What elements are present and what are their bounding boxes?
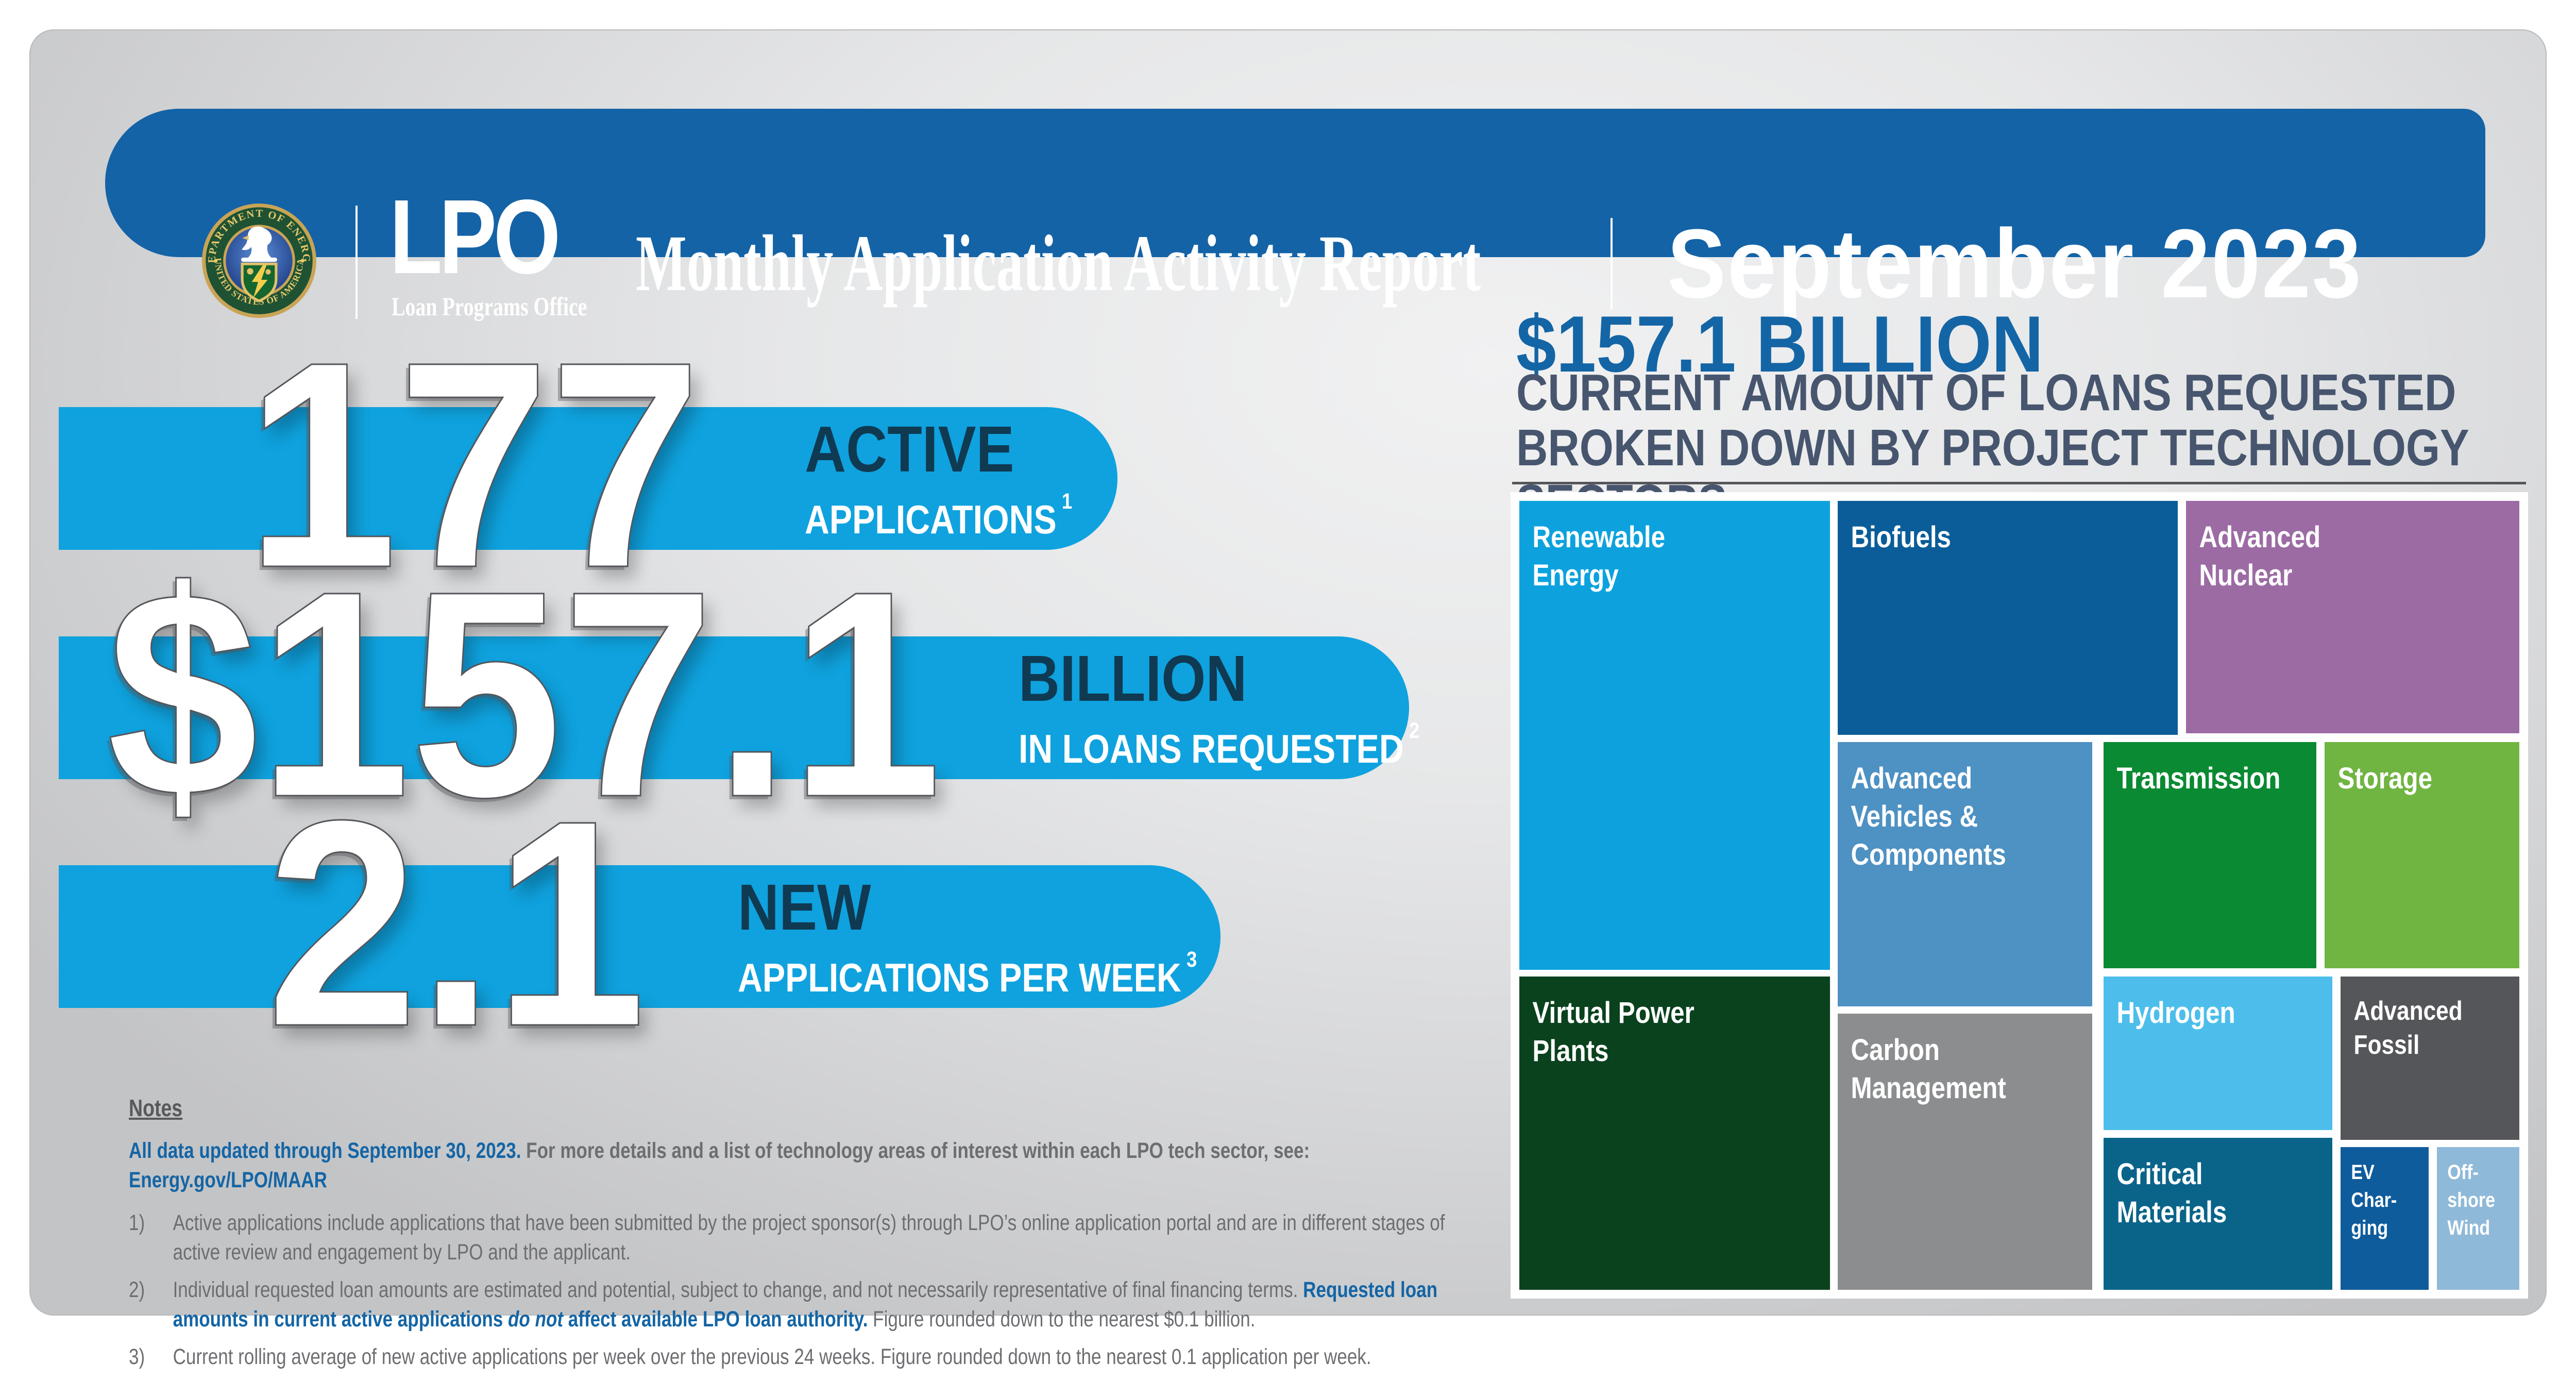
stat-labels-new-per-week: NEW APPLICATIONS PER WEEK 3: [738, 875, 1278, 1000]
treemap-cell-advanced-vehicles-components: Advanced Vehicles & Components: [1835, 739, 2095, 1009]
treemap-cell-label: Off- shore Wind: [2447, 1161, 2496, 1240]
note-text: Individual requested loan amounts are es…: [173, 1277, 1438, 1332]
treemap-cell-label: Advanced Vehicles & Components: [1851, 762, 2007, 872]
treemap-cell-offshore-wind: Off- shore Wind: [2434, 1145, 2522, 1292]
note-number: 3): [129, 1344, 145, 1369]
treemap-cell-ev-charging: EV Char- ging: [2337, 1145, 2432, 1292]
note-number: 1): [129, 1210, 145, 1235]
stat-labels-active-applications: ACTIVE APPLICATIONS 1: [805, 417, 1120, 542]
note-item-2: 2) Individual requested loan amounts are…: [129, 1275, 1489, 1334]
treemap-cell-biofuels: Biofuels: [1835, 498, 2180, 737]
treemap-cell-label: Biofuels: [1851, 520, 1952, 554]
breakdown-divider: [1512, 482, 2526, 484]
stat-label-secondary: APPLICATIONS 1: [805, 489, 1073, 542]
lpo-logo-subtitle: Loan Programs Office: [392, 293, 587, 322]
treemap-cell-virtual-power-plants: Virtual Power Plants: [1517, 974, 1833, 1292]
notes-intro: All data updated through September 30, 2…: [129, 1136, 1489, 1195]
treemap-cell-label: EV Char- ging: [2351, 1161, 2397, 1240]
notes-intro-highlight: All data updated through September 30, 2…: [129, 1138, 521, 1163]
energy-gov-link[interactable]: Energy.gov/LPO/MAAR: [129, 1168, 327, 1192]
treemap-chart: Renewable Energy Biofuels Advanced Nucle…: [1511, 492, 2528, 1299]
lpo-logo: LPO: [389, 178, 561, 296]
treemap-cell-storage: Storage: [2321, 739, 2522, 971]
header-divider-2: [1611, 218, 1613, 310]
treemap-cell-label: Advanced Nuclear: [2199, 520, 2320, 592]
stat-value-new-per-week: 2.1: [266, 759, 647, 1087]
treemap-cell-label: Renewable Energy: [1532, 520, 1666, 592]
treemap-cell-critical-materials: Critical Materials: [2100, 1135, 2335, 1292]
treemap-cell-label: Carbon Management: [1851, 1033, 2007, 1105]
footnote-marker-2: 2: [1409, 718, 1420, 743]
treemap-cell-label: Transmission: [2116, 762, 2280, 796]
treemap-cell-label: Virtual Power Plants: [1532, 996, 1694, 1068]
note-number: 2): [129, 1277, 145, 1302]
stat-banner-active-applications: [59, 407, 1117, 550]
notes-section: Notes All data updated through September…: [129, 1094, 1489, 1380]
stat-label-primary: ACTIVE: [805, 413, 1014, 485]
note-item-3: 3) Current rolling average of new active…: [129, 1342, 1489, 1372]
stat-label-primary: NEW: [738, 871, 871, 944]
header-divider-1: [355, 206, 358, 319]
notes-intro-body: For more details and a list of technolog…: [521, 1138, 1310, 1163]
notes-heading: Notes: [129, 1095, 183, 1121]
treemap-cells: Renewable Energy Biofuels Advanced Nucle…: [1517, 498, 2522, 1292]
stat-banner-new-per-week: [59, 865, 1221, 1008]
note-text: Current rolling average of new active ap…: [173, 1344, 1371, 1369]
treemap-cell-advanced-nuclear: Advanced Nuclear: [2183, 498, 2522, 736]
treemap-cell-label: Advanced Fossil: [2353, 996, 2463, 1061]
treemap-cell-hydrogen: Hydrogen: [2100, 974, 2335, 1133]
treemap-cell-carbon-management: Carbon Management: [1835, 1011, 2095, 1292]
stat-banner-loans-requested: [59, 636, 1409, 779]
stat-label-primary: BILLION: [1019, 642, 1247, 715]
footnote-marker-3: 3: [1186, 947, 1197, 972]
treemap-cell-label: Critical Materials: [2116, 1157, 2227, 1229]
report-panel: DEPARTMENT OF ENERGY UNITED STATES OF AM…: [29, 29, 2547, 1369]
treemap-cell-renewable-energy: Renewable Energy: [1517, 498, 1833, 972]
note-text: Active applications include applications…: [173, 1210, 1445, 1265]
stat-label-secondary: APPLICATIONS PER WEEK 3: [738, 947, 1197, 1000]
footnote-marker-1: 1: [1061, 489, 1073, 514]
treemap-cell-advanced-fossil: Advanced Fossil: [2337, 974, 2522, 1142]
stat-labels-loans-requested: BILLION IN LOANS REQUESTED 2: [1019, 646, 1490, 771]
note-item-1: 1) Active applications include applicati…: [129, 1208, 1489, 1267]
treemap-cell-transmission: Transmission: [2100, 739, 2319, 971]
breakdown-title: $157.1 BILLION: [1516, 299, 2044, 389]
report-title: Monthly Application Activity Report: [636, 218, 1481, 308]
stat-value-active-applications: 177: [245, 300, 702, 629]
header-bar: DEPARTMENT OF ENERGY UNITED STATES OF AM…: [105, 109, 2485, 322]
stat-value-loans-requested: $157.1: [106, 530, 943, 858]
stat-label-secondary: IN LOANS REQUESTED 2: [1019, 718, 1420, 771]
report-month: September 2023: [1667, 209, 2363, 318]
doe-seal-icon: DEPARTMENT OF ENERGY UNITED STATES OF AM…: [197, 194, 317, 319]
treemap-cell-label: Storage: [2337, 762, 2432, 796]
treemap-cell-label: Hydrogen: [2116, 996, 2235, 1030]
